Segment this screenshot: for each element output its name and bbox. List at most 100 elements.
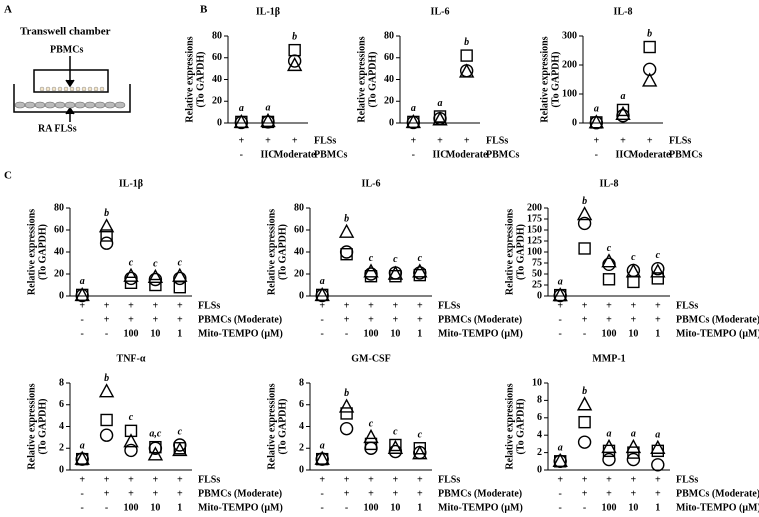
condition-value: +: [606, 488, 612, 499]
pbmc-layer: [39, 86, 105, 92]
significance-letter: c: [393, 254, 398, 265]
condition-value: +: [344, 474, 350, 485]
y-tick-label: 25: [532, 279, 542, 290]
y-axis-label: (To GAPDH): [37, 398, 48, 454]
chart-title: IL-1β: [256, 6, 280, 17]
condition-value: Moderate: [629, 149, 671, 160]
condition-value: +: [368, 488, 374, 499]
y-tick-label: 60: [54, 224, 64, 235]
condition-value: +: [582, 300, 588, 311]
condition-value: +: [464, 135, 470, 146]
condition-name: FLSs: [676, 474, 698, 485]
condition-value: -: [412, 149, 415, 160]
condition-value: +: [557, 474, 563, 485]
condition-value: 1: [417, 328, 422, 339]
condition-value: -: [345, 328, 348, 339]
square-marker: [100, 413, 113, 427]
y-tick-label: 80: [294, 202, 304, 213]
y-tick-label: 20: [212, 96, 222, 107]
significance-letter: a,c: [149, 428, 162, 439]
condition-name: FLSs: [438, 474, 460, 485]
y-tick-label: 50: [532, 268, 542, 279]
condition-value: +: [319, 300, 325, 311]
chart-title: GM-CSF: [351, 353, 390, 364]
condition-name: FLSs: [198, 474, 220, 485]
triangle-marker: [74, 286, 90, 302]
condition-value: +: [631, 300, 637, 311]
y-tick-label: 8: [59, 377, 64, 388]
y-tick-label: 300: [562, 30, 577, 41]
y-tick-label: 6: [537, 412, 542, 423]
condition-name: PBMCs: [669, 149, 702, 160]
triangle-marker: [286, 56, 303, 72]
diagram-label: RA FLSs: [38, 123, 77, 134]
triangle-marker: [405, 113, 422, 129]
condition-name: PBMCs (Moderate): [198, 314, 282, 325]
condition-name: FLSs: [486, 135, 508, 146]
square-marker: [578, 415, 591, 429]
condition-value: -: [583, 328, 586, 339]
condition-value: Moderate: [446, 149, 488, 160]
condition-value: +: [368, 300, 374, 311]
condition-value: +: [655, 488, 661, 499]
triangle-marker: [363, 428, 379, 444]
triangle-marker: [615, 105, 631, 120]
square-marker: [578, 242, 591, 255]
triangle-marker: [338, 398, 355, 413]
significance-letter: b: [104, 373, 109, 384]
square-marker: [124, 276, 138, 289]
condition-name: PBMCs (Moderate): [438, 314, 522, 325]
triangle-marker: [260, 112, 276, 128]
y-tick-label: 20: [54, 268, 64, 279]
significance-letter: a: [239, 103, 244, 114]
condition-value: +: [292, 135, 298, 146]
triangle-marker: [123, 433, 139, 448]
square-marker: [364, 437, 378, 451]
significance-letter: c: [607, 243, 612, 254]
circle-marker: [577, 216, 592, 231]
chart-title: IL-6: [431, 6, 450, 17]
condition-value: 1: [177, 502, 182, 513]
condition-value: +: [344, 314, 350, 325]
condition-value: 100: [364, 502, 379, 513]
condition-name: PBMCs (Moderate): [676, 314, 759, 325]
y-tick-label: 40: [54, 246, 64, 257]
square-marker: [389, 270, 402, 283]
circle-marker: [388, 266, 403, 280]
condition-value: Moderate: [274, 149, 316, 160]
triangle-marker: [625, 438, 642, 454]
condition-value: +: [104, 300, 110, 311]
significance-letter: a: [80, 440, 85, 451]
condition-value: 10: [150, 502, 160, 513]
circle-marker: [626, 452, 641, 467]
square-marker: [149, 278, 162, 292]
significance-letter: b: [647, 28, 652, 39]
condition-value: +: [620, 135, 626, 146]
condition-value: +: [177, 300, 183, 311]
y-tick-label: 4: [299, 421, 304, 432]
y-tick-label: 20: [294, 268, 304, 279]
y-tick-label: 2: [537, 447, 542, 458]
y-axis-label: (To GAPDH): [550, 51, 561, 107]
transwell-diagram: [13, 56, 131, 122]
panel-label: B: [200, 4, 208, 16]
condition-name: FLSs: [676, 300, 698, 311]
condition-value: +: [647, 135, 653, 146]
condition-value: -: [81, 328, 84, 339]
triangle-marker: [576, 396, 593, 411]
triangle-marker: [432, 111, 448, 126]
significance-letter: c: [178, 426, 183, 437]
y-tick-label: 20: [384, 96, 394, 107]
condition-value: +: [368, 314, 374, 325]
y-axis-label: (To GAPDH): [277, 398, 288, 454]
y-axis-label: Relative expressions: [356, 36, 367, 122]
condition-value: +: [410, 135, 416, 146]
condition-value: 100: [124, 502, 139, 513]
condition-name: FLSs: [314, 135, 336, 146]
square-marker: [100, 229, 113, 242]
significance-letter: a: [411, 103, 416, 114]
condition-name: Mito-TEMPO (μM): [198, 328, 283, 339]
condition-name: PBMCs: [486, 149, 519, 160]
y-tick-label: 75: [532, 257, 542, 268]
